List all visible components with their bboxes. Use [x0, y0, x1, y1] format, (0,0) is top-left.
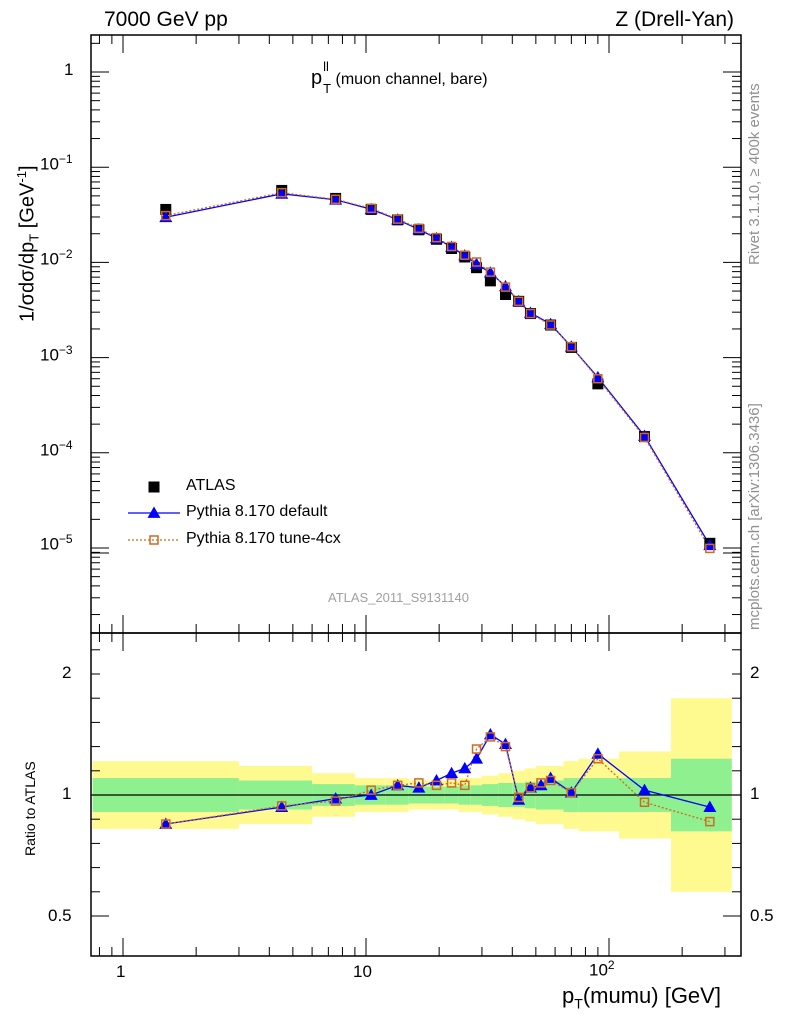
tune-point [366, 203, 376, 214]
ratio-default-point [458, 761, 472, 774]
header-left-label: 7000 GeV pp [104, 8, 228, 31]
ratio-tune-point [460, 780, 470, 791]
x-tick-label-100: 102 [589, 958, 615, 980]
y-tick-label-1: 1 [64, 60, 74, 79]
title-sup: ll [323, 59, 329, 74]
ratio-tune-point [545, 775, 556, 786]
ratio-tune-point [536, 778, 546, 788]
x-tick-label-1: 1 [116, 962, 126, 981]
tune-point [593, 373, 603, 384]
ratio-default-point [638, 783, 652, 796]
ratio-markers [159, 728, 717, 829]
ratio-tune-point [330, 796, 341, 806]
legend-atlas-marker [148, 481, 160, 493]
tune-point [500, 282, 511, 292]
tune-point [460, 250, 470, 260]
tune-point [392, 214, 403, 224]
tune-point [471, 257, 482, 267]
mcplots-label: mcplots.cern.ch [arXiv:1306.3436] [746, 403, 763, 630]
y-tick-label-1e-3: 10−3 [40, 343, 73, 365]
ratio-tune-point [161, 819, 171, 829]
ratio-tune-point [500, 741, 511, 752]
ratio-tick-left-05: 0.5 [48, 906, 72, 925]
atlas-point [499, 289, 511, 301]
main-line-1 [165, 193, 711, 546]
y-tick-label-1e-2: 10−2 [40, 247, 73, 269]
legend-default-marker [147, 506, 161, 518]
ratio-tick-right-05: 0.5 [750, 906, 774, 925]
tune-point [446, 241, 457, 252]
ratio-tune-point [366, 785, 376, 795]
ratio-default-point [470, 752, 484, 764]
ratio-tune-point [566, 787, 577, 798]
tune-point [513, 296, 524, 307]
tune-point [566, 342, 577, 352]
ratio-tune-point [485, 732, 496, 742]
ratio-tune-point [513, 792, 524, 803]
atlas-point [160, 203, 172, 215]
y-tick-label-1e-1: 10−1 [40, 152, 73, 174]
legend-label-tune: Pythia 8.170 tune-4cx [186, 530, 341, 547]
x-tick-label-10: 10 [353, 962, 372, 981]
legend-label-atlas: ATLAS [186, 477, 236, 494]
tune-point [161, 210, 171, 221]
main-markers [159, 184, 717, 554]
tune-point [431, 232, 442, 243]
main-plot-title: p ll T (muon channel, bare) [311, 59, 488, 96]
ratio-tune-point [525, 782, 536, 793]
main-line-2 [165, 192, 711, 549]
legend-label-default: Pythia 8.170 default [186, 503, 328, 520]
ratio-tick-left-2: 2 [62, 663, 72, 682]
tune-point [525, 308, 536, 319]
tune-point [545, 320, 556, 330]
title-rest: (muon channel, bare) [331, 71, 488, 88]
ratio-tick-right-2: 2 [750, 663, 760, 682]
title-sub: T [323, 81, 332, 96]
rivet-version-label: Rivet 3.1.10, ≥ 400k events [746, 83, 763, 265]
ratio-default-point [445, 766, 459, 779]
ratio-tune-point [392, 780, 403, 791]
ratio-tune-point [446, 778, 457, 788]
ratio-tick-left-1: 1 [62, 784, 72, 803]
ratio-tune-point [431, 780, 442, 791]
main-y-axis-label: 1/σdσ/dpT [GeV-1] [14, 165, 42, 322]
ratio-y-axis-label: Ratio to ATLAS [22, 761, 38, 856]
ratio-tune-point [414, 778, 424, 788]
y-tick-label-1e-4: 10−4 [40, 438, 73, 460]
atlas-point [484, 275, 496, 287]
main-series-lines [165, 192, 711, 549]
axis-ticks [91, 35, 741, 956]
ratio-tick-right-1: 1 [750, 784, 760, 803]
ratio-default-point [703, 800, 717, 812]
x-axis-label: pT(mumu) [GeV] [562, 983, 721, 1012]
tune-point [330, 194, 341, 205]
ratio-tune-point [276, 801, 287, 811]
tune-point [639, 432, 650, 443]
header-right-label: Z (Drell-Yan) [615, 8, 734, 31]
tune-point [414, 223, 424, 234]
ratio-tune-point [593, 753, 603, 764]
ratio-tune-point [705, 816, 715, 827]
ratio-tune-point [471, 744, 482, 754]
y-tick-label-1e-5: 10−5 [40, 532, 73, 554]
atlas-point [592, 378, 604, 390]
legend [128, 481, 180, 545]
ratio-tune-point [639, 797, 650, 808]
tune-point [276, 187, 287, 198]
tune-point [705, 543, 715, 554]
tune-point [485, 267, 496, 277]
analysis-watermark: ATLAS_2011_S9131140 [328, 590, 469, 605]
title-p: p [311, 67, 323, 89]
legend-tune-marker [149, 535, 159, 545]
